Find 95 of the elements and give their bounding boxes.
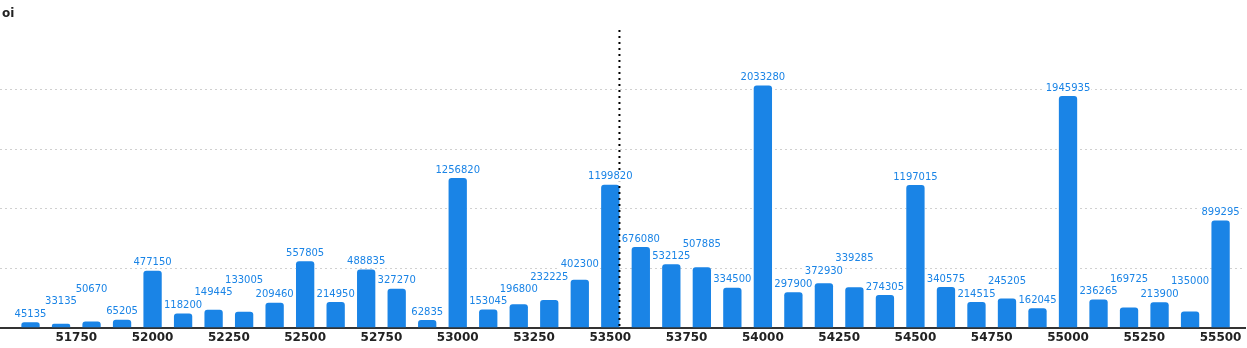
bar	[1058, 95, 1078, 328]
data-label: 33135	[45, 295, 77, 307]
x-tick-label: 54000	[741, 329, 784, 344]
x-tick-label: 52250	[207, 329, 250, 344]
bar	[570, 279, 589, 328]
bar	[326, 302, 345, 328]
data-label: 214515	[957, 287, 996, 299]
bar	[753, 85, 773, 328]
data-label: 2033280	[740, 71, 786, 83]
bar	[784, 292, 803, 328]
data-label: 477150	[133, 256, 172, 268]
data-label: 236265	[1079, 285, 1118, 297]
data-label: 297900	[774, 277, 813, 289]
x-tick-label: 52500	[284, 329, 327, 344]
bar	[1180, 311, 1200, 328]
bar	[967, 302, 986, 328]
x-tick-label: 52750	[360, 329, 403, 344]
data-label: 372930	[804, 264, 843, 276]
data-label: 50670	[75, 283, 108, 295]
bar	[387, 288, 406, 328]
bar	[265, 302, 284, 328]
bar	[357, 269, 376, 328]
data-label: 213900	[1140, 287, 1179, 299]
x-tick-label: 55000	[1047, 329, 1089, 344]
data-label: 133005	[225, 274, 264, 286]
data-label: 245205	[987, 275, 1027, 286]
data-label: 532125	[652, 249, 691, 261]
bar	[845, 287, 864, 328]
data-label: 214950	[316, 287, 355, 299]
data-label: 209460	[255, 288, 294, 300]
data-label: 65205	[106, 305, 138, 317]
data-label: 196800	[499, 282, 538, 294]
bar	[234, 311, 254, 328]
bar	[631, 247, 650, 328]
bar	[1150, 302, 1169, 328]
data-label: 676080	[621, 232, 660, 244]
bar	[204, 309, 223, 328]
x-tick-label: 53500	[589, 329, 632, 344]
data-label: 557805	[286, 246, 325, 258]
bar	[1089, 299, 1108, 328]
x-tick-label: 51750	[55, 329, 98, 344]
bar	[295, 261, 315, 328]
x-tick-label: 53000	[436, 329, 479, 344]
data-label: 1256820	[435, 163, 480, 175]
bar	[1119, 307, 1139, 328]
text: oi	[2, 6, 15, 21]
bar	[479, 309, 498, 328]
bar	[723, 287, 742, 328]
data-label: 1197015	[893, 170, 938, 182]
data-label: 232225	[530, 270, 569, 282]
bar	[509, 304, 528, 328]
data-label: 45135	[14, 307, 47, 319]
data-label: 488835	[347, 255, 386, 266]
bar	[1211, 220, 1230, 328]
data-label: 118200	[163, 299, 203, 311]
x-tick-label: 53750	[665, 329, 708, 344]
data-label: 340575	[926, 272, 966, 284]
data-label: 327270	[377, 274, 416, 286]
bar	[875, 294, 895, 328]
bar	[662, 264, 681, 328]
data-label: 402300	[560, 258, 599, 270]
data-label: 334500	[713, 273, 752, 285]
data-label: 1945935	[1045, 81, 1091, 93]
x-tick-label: 54500	[894, 329, 937, 344]
bar	[448, 177, 467, 328]
bar	[1028, 308, 1047, 328]
data-label: 274305	[865, 280, 905, 292]
bar	[692, 267, 711, 328]
bar	[418, 320, 437, 328]
data-label: 169725	[1109, 272, 1149, 284]
bar	[601, 184, 620, 328]
bar	[143, 270, 162, 328]
x-tick-label: 53250	[513, 329, 555, 344]
x-tick-label: 55250	[1123, 329, 1166, 344]
data-label: 153045	[469, 294, 508, 306]
bar	[540, 299, 559, 328]
x-tick-label: 55500	[1199, 329, 1242, 344]
x-tick-label: 54250	[818, 329, 861, 344]
data-label: 162045	[1018, 293, 1057, 305]
data-label: 135000	[1170, 275, 1210, 287]
data-label: 339285	[835, 251, 874, 263]
bar	[906, 185, 925, 328]
bar	[936, 287, 956, 328]
data-label: 149445	[194, 286, 233, 298]
x-tick-label: 52000	[131, 329, 174, 344]
bar	[814, 283, 834, 328]
data-label: 62835	[411, 305, 444, 317]
bar	[21, 322, 40, 328]
bar	[112, 319, 132, 328]
data-label: 899295	[1201, 206, 1240, 218]
x-tick-label: 54750	[970, 329, 1013, 344]
bar	[997, 298, 1017, 328]
data-label: 507885	[682, 237, 721, 249]
bar	[173, 313, 193, 328]
data-label: 1199820	[588, 170, 633, 182]
